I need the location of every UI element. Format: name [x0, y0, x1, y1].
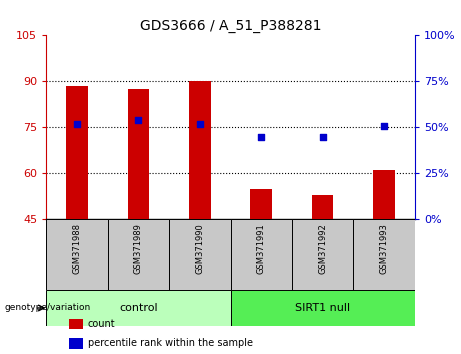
- Bar: [128, 89, 149, 219]
- Bar: [230, 219, 292, 290]
- Bar: [312, 195, 333, 219]
- Bar: [250, 189, 272, 219]
- Text: GSM371991: GSM371991: [257, 223, 266, 274]
- Text: GSM371988: GSM371988: [72, 223, 81, 274]
- Title: GDS3666 / A_51_P388281: GDS3666 / A_51_P388281: [140, 19, 321, 33]
- Bar: [66, 86, 88, 219]
- Bar: [169, 219, 230, 290]
- Bar: [230, 290, 415, 326]
- Text: count: count: [88, 319, 115, 329]
- Text: control: control: [119, 303, 158, 313]
- Bar: [46, 290, 230, 326]
- Text: GSM371992: GSM371992: [318, 223, 327, 274]
- Bar: [107, 219, 169, 290]
- Text: genotype/variation: genotype/variation: [5, 303, 91, 313]
- Point: [135, 117, 142, 123]
- Point: [73, 121, 81, 127]
- Text: GSM371989: GSM371989: [134, 223, 143, 274]
- Point: [380, 123, 388, 129]
- Bar: [354, 219, 415, 290]
- Point: [258, 134, 265, 139]
- Point: [319, 134, 326, 139]
- Bar: [373, 170, 395, 219]
- Bar: [189, 81, 211, 219]
- Point: [196, 121, 203, 127]
- Text: percentile rank within the sample: percentile rank within the sample: [88, 338, 253, 348]
- Bar: [46, 219, 107, 290]
- Bar: [292, 219, 354, 290]
- Text: GSM371993: GSM371993: [380, 223, 389, 274]
- Text: SIRT1 null: SIRT1 null: [295, 303, 350, 313]
- Text: GSM371990: GSM371990: [195, 223, 204, 274]
